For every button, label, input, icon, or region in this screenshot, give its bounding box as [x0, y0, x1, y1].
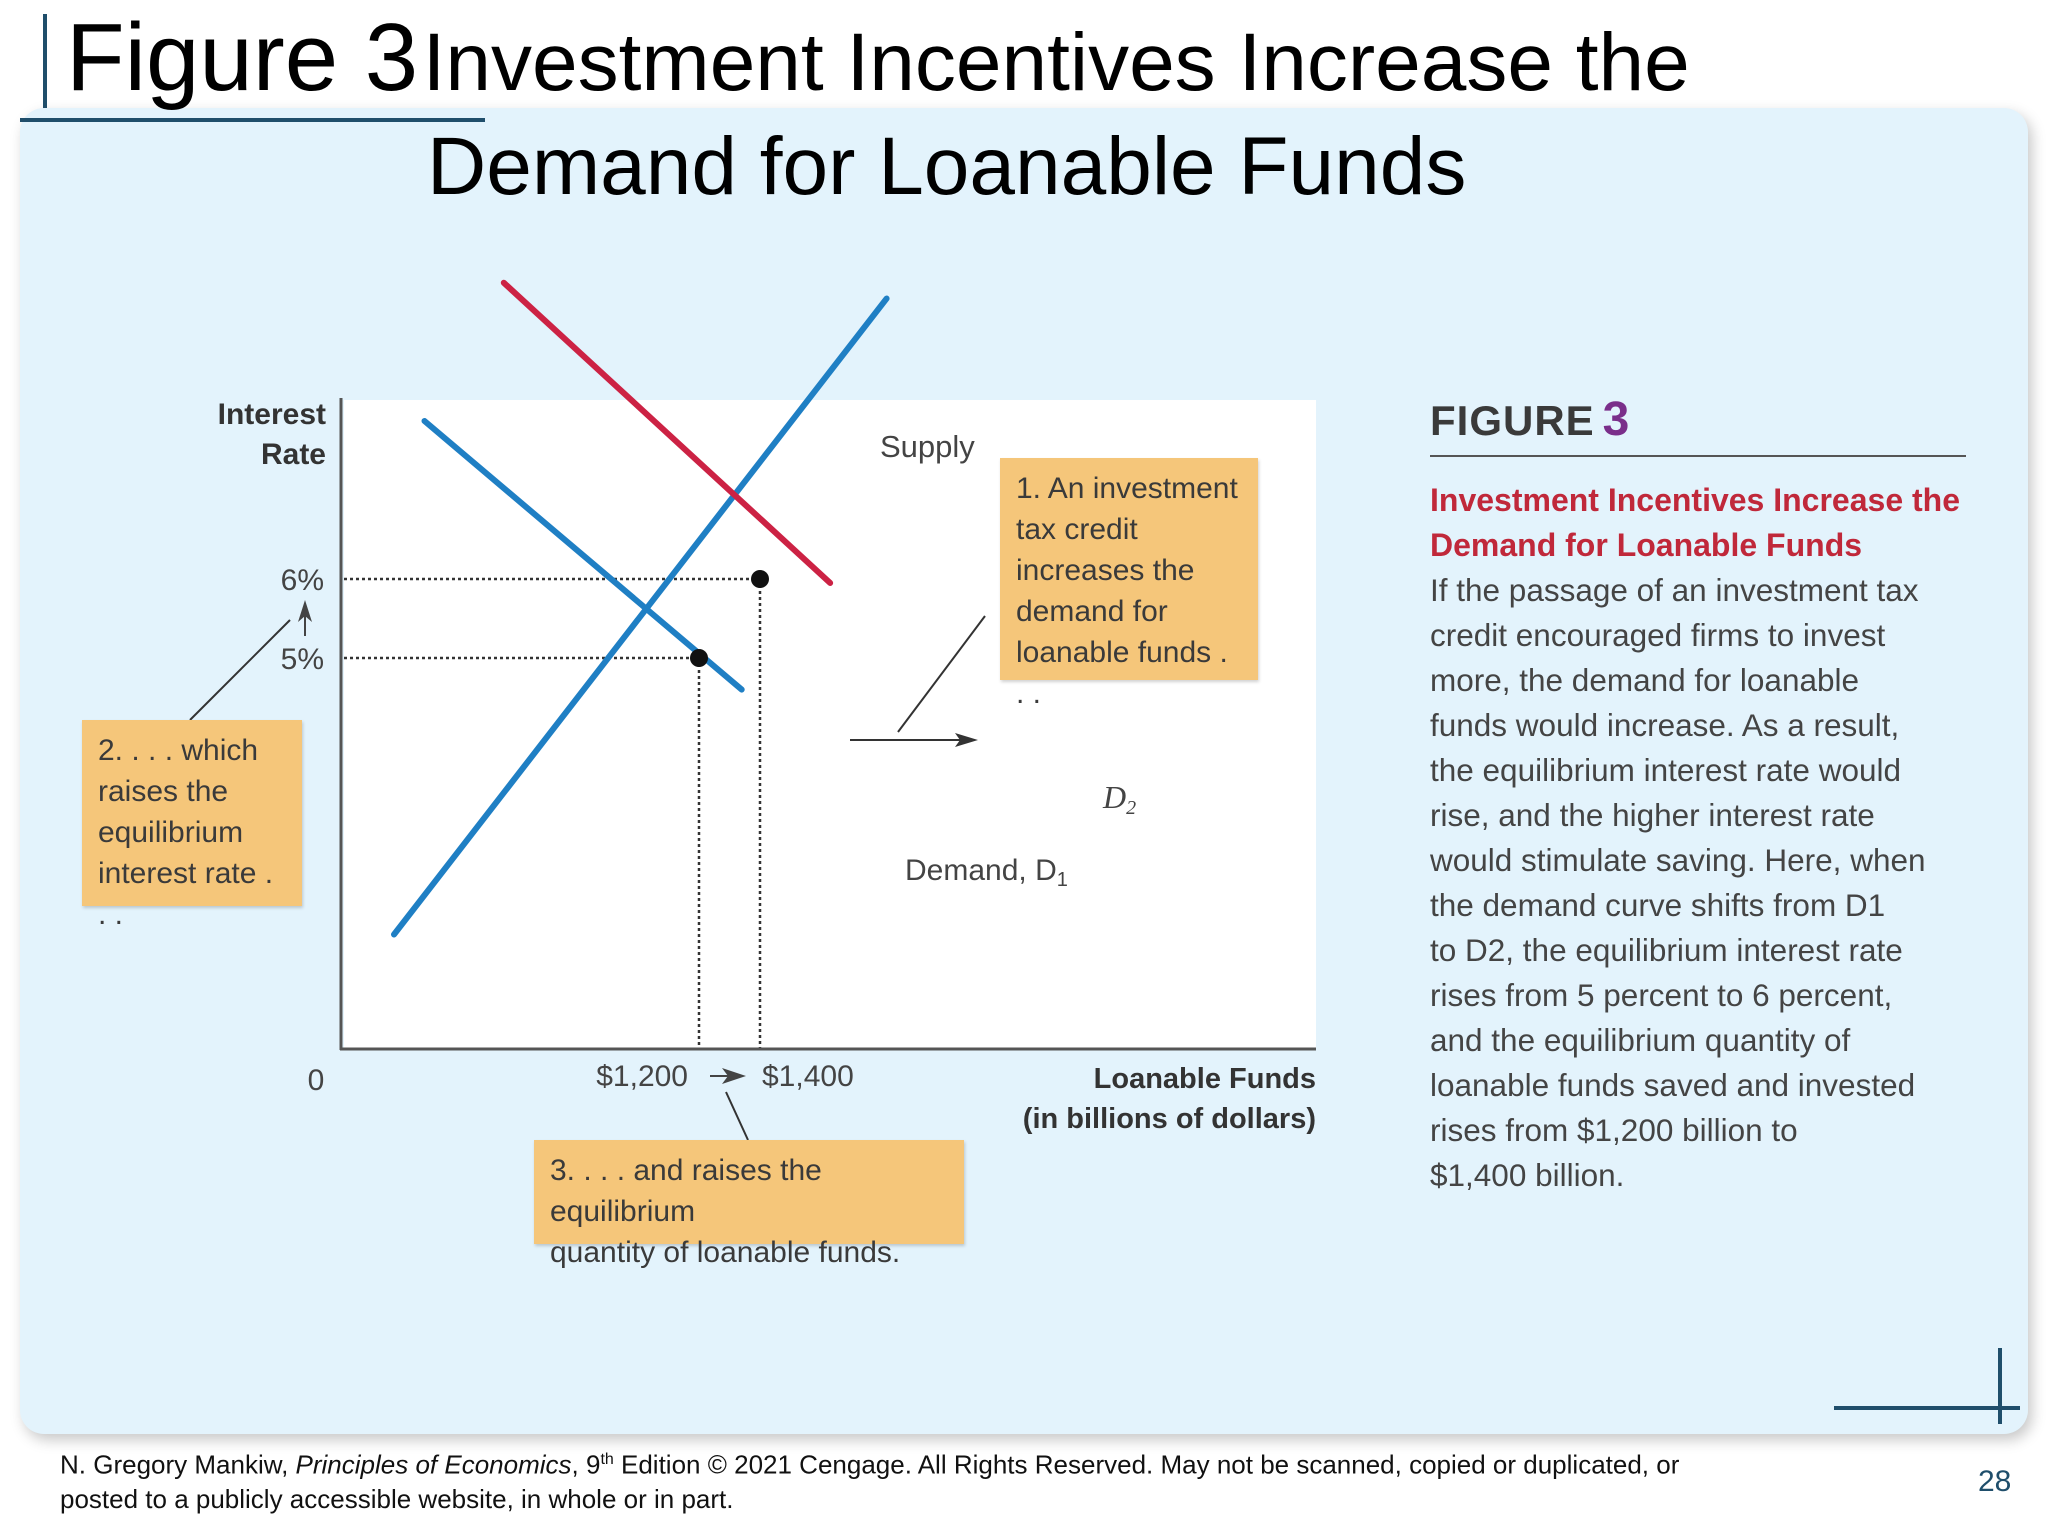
bottom-corner-mark-horizontal: [1834, 1406, 2020, 1410]
sidebar-heading-number: 3: [1602, 393, 1631, 446]
title-figure-number: Figure 3: [66, 4, 419, 111]
caption-line: rises from 5 percent to 6 percent,: [1430, 977, 1893, 1013]
title-text-line2: Demand for Loanable Funds: [427, 121, 1467, 212]
callout-2-line: equilibrium: [98, 816, 244, 849]
caption-line: $1,400 billion.: [1430, 1157, 1625, 1193]
d2-label: D2: [1102, 779, 1136, 819]
callout-2-line: 2. . . . which: [98, 734, 259, 767]
title-corner-mark-vertical: [43, 14, 47, 146]
callout-1-leader: [897, 615, 986, 733]
x-tick-label-1400: $1,400: [762, 1060, 854, 1093]
x-axis-label-line2: (in billions of dollars): [1023, 1103, 1316, 1135]
bottom-corner-mark-vertical: [1998, 1348, 2002, 1424]
sidebar-divider: [1430, 455, 1966, 457]
callout-1-line: 1. An investment: [1016, 472, 1238, 505]
supply-label: Supply: [880, 429, 975, 464]
callout-1-line: demand for: [1016, 595, 1168, 628]
demand-d1-label-subscript: 1: [1057, 869, 1068, 891]
caption-line: to D2, the equilibrium interest rate: [1430, 932, 1903, 968]
callout-raises-interest-rate: 2. . . . which raises the equilibrium in…: [82, 720, 302, 931]
x-axis-label-line1: Loanable Funds: [1094, 1063, 1316, 1095]
caption-line: rise, and the higher interest rate: [1430, 797, 1875, 833]
x-tick-label-1200: $1,200: [596, 1060, 688, 1093]
caption-line: credit encouraged firms to invest: [1430, 617, 1886, 653]
y-shift-arrow-head: [298, 600, 312, 622]
callout-1-line: increases the: [1016, 554, 1195, 587]
demand-d2-curve: [500, 279, 834, 586]
equilibrium-point-new: [751, 570, 769, 588]
caption-line: and the equilibrium quantity of: [1430, 1022, 1851, 1058]
title-corner-mark-horizontal: [20, 118, 485, 122]
demand-d1-curve: [421, 418, 745, 693]
caption-line: the equilibrium interest rate would: [1430, 752, 1901, 788]
footer-edition: , 9: [571, 1449, 601, 1480]
callout-2-line: interest rate . . .: [98, 857, 274, 931]
caption-line: more, the demand for loanable: [1430, 662, 1860, 698]
caption-line: loanable funds saved and invested: [1430, 1067, 1916, 1103]
page-number: 28: [1978, 1465, 2012, 1498]
callout-1-line: loanable funds . . .: [1016, 636, 1228, 710]
callout-3-line: 3. . . . and raises the equilibrium: [550, 1154, 822, 1228]
callout-3-leader: [725, 1091, 749, 1141]
footer-book-title: Principles of Economics: [295, 1449, 572, 1480]
footer-line-1: N. Gregory Mankiw, Principles of Economi…: [60, 1443, 1860, 1482]
sidebar-heading-text: FIGURE: [1430, 397, 1595, 444]
y-tick-label-6: 6%: [281, 564, 324, 597]
slide-title: Figure 3 Investment Incentives Increase …: [66, 10, 1690, 106]
sidebar-subtitle: Investment Incentives Increase the Deman…: [1430, 482, 1960, 563]
caption-line: would stimulate saving. Here, when: [1430, 842, 1926, 878]
title-text: Investment Incentives Increase the: [422, 17, 1690, 108]
copyright-footer: N. Gregory Mankiw, Principles of Economi…: [60, 1443, 1860, 1516]
sidebar-caption: If the passage of an investment tax cred…: [1430, 568, 2010, 1198]
callout-1-line: tax credit: [1016, 513, 1138, 546]
d2-label-text: D: [1102, 779, 1126, 815]
caption-line: If the passage of an investment tax: [1430, 572, 1919, 608]
origin-label: 0: [308, 1064, 325, 1097]
callout-2-leader: [189, 619, 291, 721]
supply-curve: [391, 295, 890, 938]
caption-line: rises from $1,200 billion to: [1430, 1112, 1798, 1148]
demand-d1-label-text: Demand, D: [905, 854, 1057, 887]
demand-d1-label: Demand, D1: [905, 854, 1068, 891]
y-tick-label-5: 5%: [281, 643, 324, 676]
callout-raises-quantity: 3. . . . and raises the equilibrium quan…: [534, 1140, 964, 1269]
sidebar-figure-heading: FIGURE 3: [1430, 392, 1630, 447]
callout-3-line: quantity of loanable funds.: [550, 1236, 901, 1269]
callout-2-line: raises the: [98, 775, 229, 808]
y-axis-label-line1: Interest: [218, 398, 326, 431]
callout-investment-tax-credit: 1. An investment tax credit increases th…: [1000, 458, 1258, 710]
equilibrium-point-initial: [690, 649, 708, 667]
y-axis-label-line2: Rate: [261, 438, 326, 471]
demand-shift-arrow-head: [955, 733, 978, 747]
footer-line-2: posted to a publicly accessible website,…: [60, 1483, 734, 1514]
footer-author: N. Gregory Mankiw,: [60, 1449, 296, 1480]
footer-rights: Edition © 2021 Cengage. All Rights Reser…: [613, 1449, 1680, 1480]
caption-line: funds would increase. As a result,: [1430, 707, 1900, 743]
footer-edition-sup: th: [600, 1451, 614, 1468]
caption-line: the demand curve shifts from D1: [1430, 887, 1886, 923]
d2-label-subscript: 2: [1126, 797, 1136, 819]
x-shift-arrow-head: [722, 1068, 746, 1084]
